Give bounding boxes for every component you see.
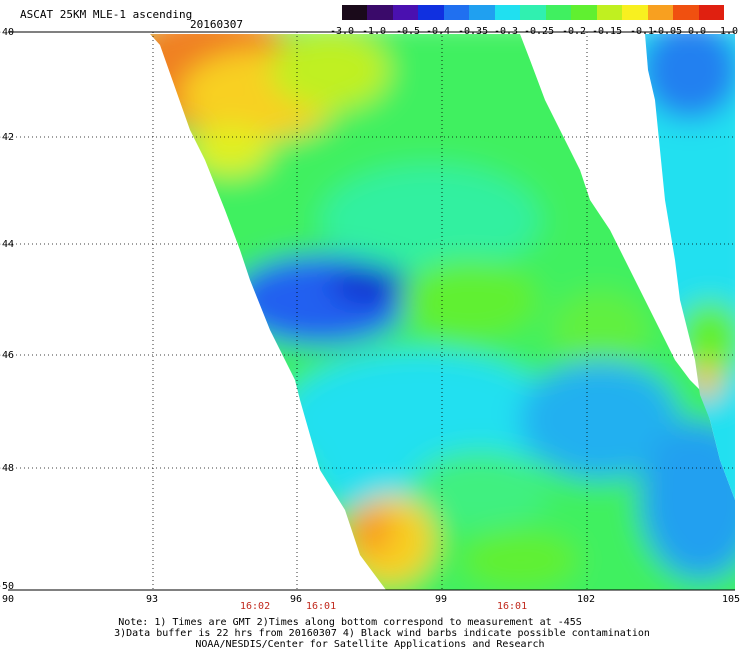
colorbar-swatch [596, 5, 623, 20]
colorbar-swatch [698, 5, 725, 20]
lat-label: -48 [0, 463, 15, 474]
colorbar-tick: -0.1 [630, 26, 655, 37]
time-label: 16:01 [497, 601, 528, 612]
colorbar-tick: -0.05 [652, 26, 683, 37]
colorbar-swatch [520, 5, 546, 20]
colorbar-tick: -0.15 [592, 26, 623, 37]
lat-label: -50 [0, 581, 15, 592]
lon-label: 90 [2, 594, 15, 605]
colorbar-swatch [622, 5, 648, 20]
colorbar-swatch [494, 5, 521, 20]
colorbar-swatch [647, 5, 674, 20]
note-line-3: NOAA/NESDIS/Center for Satellite Applica… [195, 639, 545, 650]
colorbar-swatch [571, 5, 597, 20]
lon-label: 102 [577, 594, 596, 605]
colorbar-swatch [342, 5, 368, 20]
colorbar-swatch [392, 5, 419, 20]
colorbar-tick: -0.35 [458, 26, 489, 37]
page-title: ASCAT 25KM MLE-1 ascending [20, 8, 193, 21]
lat-label: -40 [0, 27, 15, 38]
colorbar-tick: -0.2 [562, 26, 587, 37]
swath-main [150, 34, 735, 590]
lon-label: 105 [722, 594, 740, 605]
colorbar-swatch [469, 5, 495, 20]
lat-label: -44 [0, 239, 15, 250]
colorbar-tick: 0.0 [688, 26, 707, 37]
colorbar-swatch [443, 5, 470, 20]
note-line-2: 3)Data buffer is 22 hrs from 20160307 4)… [114, 628, 650, 639]
time-label: 16:01 [306, 601, 337, 612]
lat-label: -46 [0, 350, 15, 361]
colorbar-ticks: -3.0 -1.0 -0.5 -0.4 -0.35 -0.3 -0.25 -0.… [330, 26, 740, 37]
lat-label: -42 [0, 132, 15, 143]
frame [8, 31, 735, 591]
lat-lon-grid [8, 32, 735, 590]
colorbar-swatch [673, 5, 699, 20]
lon-label: 99 [435, 594, 448, 605]
colorbar-swatch [418, 5, 444, 20]
colorbar-tick: -0.25 [524, 26, 555, 37]
note-line-1: Note: 1) Times are GMT 2)Times along bot… [118, 617, 582, 628]
lon-label: 93 [146, 594, 159, 605]
colorbar-tick: 1.0 [720, 26, 739, 37]
colorbar-tick: -1.0 [362, 26, 387, 37]
colorbar-tick: -0.4 [426, 26, 451, 37]
colorbar-tick: -0.5 [396, 26, 421, 37]
colorbar-tick: -0.3 [494, 26, 519, 37]
colorbar [342, 5, 725, 20]
colorbar-tick: -3.0 [330, 26, 355, 37]
date-label: 20160307 [190, 18, 243, 31]
time-label: 16:02 [240, 601, 271, 612]
lon-label: 96 [290, 594, 303, 605]
colorbar-swatch [545, 5, 572, 20]
colorbar-swatch [367, 5, 393, 20]
